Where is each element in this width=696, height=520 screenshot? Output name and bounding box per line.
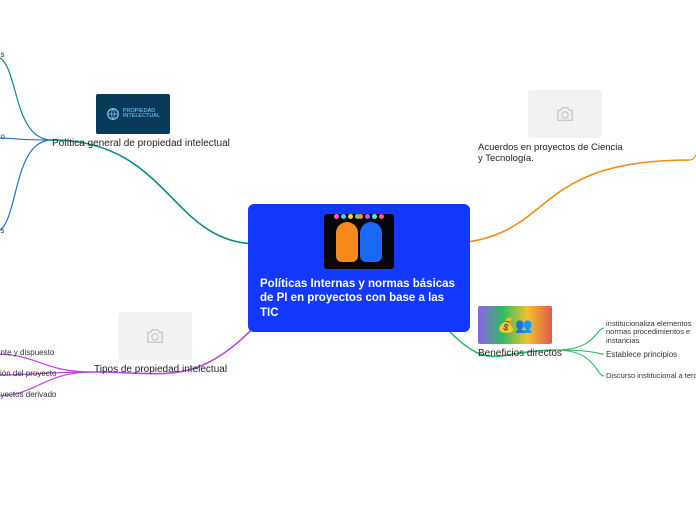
branch-label: Política general de propiedad intelectua… bbox=[52, 138, 232, 149]
sub-item[interactable]: do bbox=[0, 132, 5, 141]
branch-label: Acuerdos en proyectos de Ciencia y Tecno… bbox=[478, 142, 628, 164]
central-image bbox=[324, 214, 394, 269]
branch-beneficios[interactable]: 💰👥 Beneficios directos bbox=[478, 306, 588, 359]
sub-item[interactable]: es bbox=[0, 226, 4, 235]
propiedad-intelectual-icon: PROPIEDADINTELECTUAL bbox=[96, 94, 170, 134]
branch-tipos[interactable]: Tipos de propiedad intelectual bbox=[94, 312, 264, 375]
mindmap-canvas: Políticas Internas y normas básicas de P… bbox=[0, 0, 696, 520]
sub-item[interactable]: institucionaliza elementos normas proced… bbox=[606, 320, 696, 345]
sub-item[interactable]: Discurso institucional a terceros bbox=[606, 371, 696, 380]
sub-item[interactable]: ente y dispuesto bbox=[0, 348, 54, 357]
branch-politica-general[interactable]: PROPIEDADINTELECTUAL Política general de… bbox=[52, 94, 232, 149]
camera-icon bbox=[528, 90, 602, 138]
benefits-image: 💰👥 bbox=[478, 306, 552, 344]
branch-acuerdos[interactable]: Acuerdos en proyectos de Ciencia y Tecno… bbox=[478, 90, 628, 164]
sub-item[interactable]: Establece principios bbox=[606, 350, 677, 359]
central-topic[interactable]: Políticas Internas y normas básicas de P… bbox=[248, 204, 470, 332]
branch-label: Beneficios directos bbox=[478, 348, 588, 359]
sub-item[interactable]: oyectos derivado bbox=[0, 390, 56, 399]
branch-label: Tipos de propiedad intelectual bbox=[94, 364, 264, 375]
sub-item[interactable]: os bbox=[0, 50, 4, 59]
sub-item[interactable]: ción del proyecto bbox=[0, 369, 56, 378]
central-title: Políticas Internas y normas básicas de P… bbox=[260, 277, 458, 320]
camera-icon bbox=[118, 312, 192, 360]
